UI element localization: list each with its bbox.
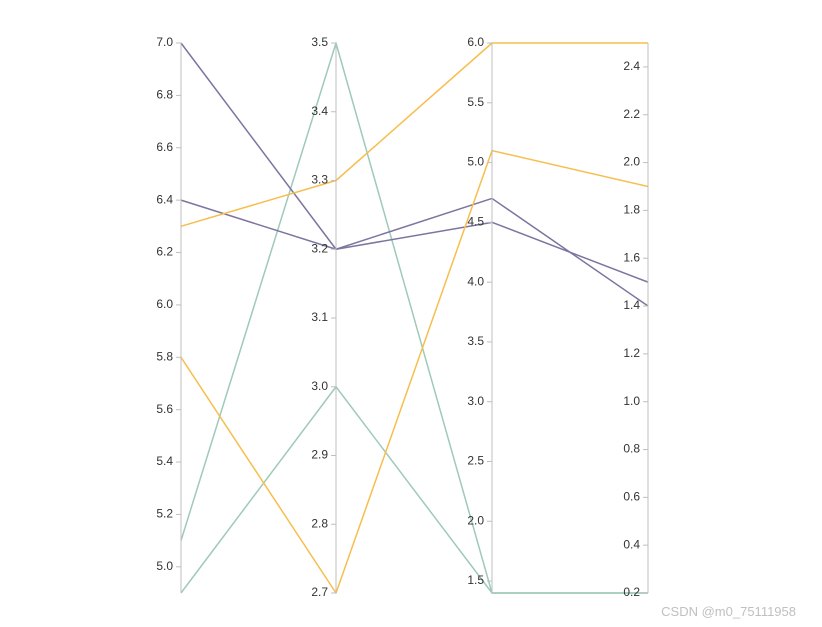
tick-label: 0.4 (623, 537, 640, 551)
tick-label: 0.8 (623, 442, 640, 456)
tick-label: 2.9 (311, 448, 328, 462)
tick-label: 2.5 (467, 454, 484, 468)
tick-label: 1.5 (467, 573, 484, 587)
tick-label: 6.6 (156, 140, 173, 154)
tick-label: 2.0 (623, 155, 640, 169)
tick-label: 6.0 (156, 297, 173, 311)
tick-label: 3.1 (311, 310, 328, 324)
tick-label: 1.6 (623, 250, 640, 264)
tick-label: 3.5 (311, 35, 328, 49)
tick-label: 5.5 (467, 95, 484, 109)
tick-label: 3.0 (311, 379, 328, 393)
axes: 5.05.25.45.65.86.06.26.46.66.87.02.72.82… (156, 35, 649, 599)
tick-label: 5.2 (156, 507, 173, 521)
tick-label: 1.8 (623, 203, 640, 217)
tick-label: 1.4 (623, 298, 640, 312)
axis-1: 5.0 5.2 5.4 5.6 5.8 6.0 6.2 6.4 6.6 6.8 7.0 (156, 35, 182, 593)
tick-label: 3.4 (311, 104, 328, 118)
tick-label: 5.0 (467, 155, 484, 169)
tick-label: 2.2 (623, 107, 640, 121)
tick-label: 3.0 (467, 394, 484, 408)
tick-label: 4.5 (467, 215, 484, 229)
tick-label: 6.4 (156, 192, 173, 206)
axis-3: 1.5 2.0 2.5 3.0 3.5 4.0 4.5 5.0 5.5 6.0 (467, 35, 493, 593)
tick-label: 3.2 (311, 241, 328, 255)
tick-label: 2.0 (467, 513, 484, 527)
series-line-2 (180, 386, 648, 594)
series-line-1 (180, 42, 648, 594)
tick-label: 5.4 (156, 454, 173, 468)
axis-2: 2.7 2.8 2.9 3.0 3.1 3.2 3.3 3.4 3.5 (311, 35, 337, 599)
tick-label: 2.7 (311, 585, 328, 599)
tick-label: 1.0 (623, 394, 640, 408)
tick-label: 6.2 (156, 245, 173, 259)
series-line-3 (180, 42, 649, 307)
series-line-6 (180, 149, 649, 594)
tick-label: 2.4 (623, 59, 640, 73)
tick-label: 6.8 (156, 88, 173, 102)
tick-label: 4.0 (467, 274, 484, 288)
tick-label: 3.3 (311, 173, 328, 187)
tick-label: 1.2 (623, 346, 640, 360)
tick-label: 3.5 (467, 334, 484, 348)
tick-label: 5.0 (156, 559, 173, 573)
axis-4: 0.2 0.4 0.6 0.8 1.0 1.2 1.4 1.6 1.8 2.0 2.2 2.4 (623, 43, 649, 599)
series-lines (180, 42, 649, 594)
series-line-4 (180, 199, 649, 283)
tick-label: 5.8 (156, 349, 173, 363)
tick-label: 5.6 (156, 402, 173, 416)
tick-label: 0.2 (623, 585, 640, 599)
tick-label: 2.8 (311, 516, 328, 530)
tick-label: 7.0 (156, 35, 173, 49)
series-line-5 (180, 42, 648, 228)
tick-label: 0.6 (623, 490, 640, 504)
watermark: CSDN @m0_75111958 (661, 604, 796, 619)
tick-label: 6.0 (467, 35, 484, 49)
